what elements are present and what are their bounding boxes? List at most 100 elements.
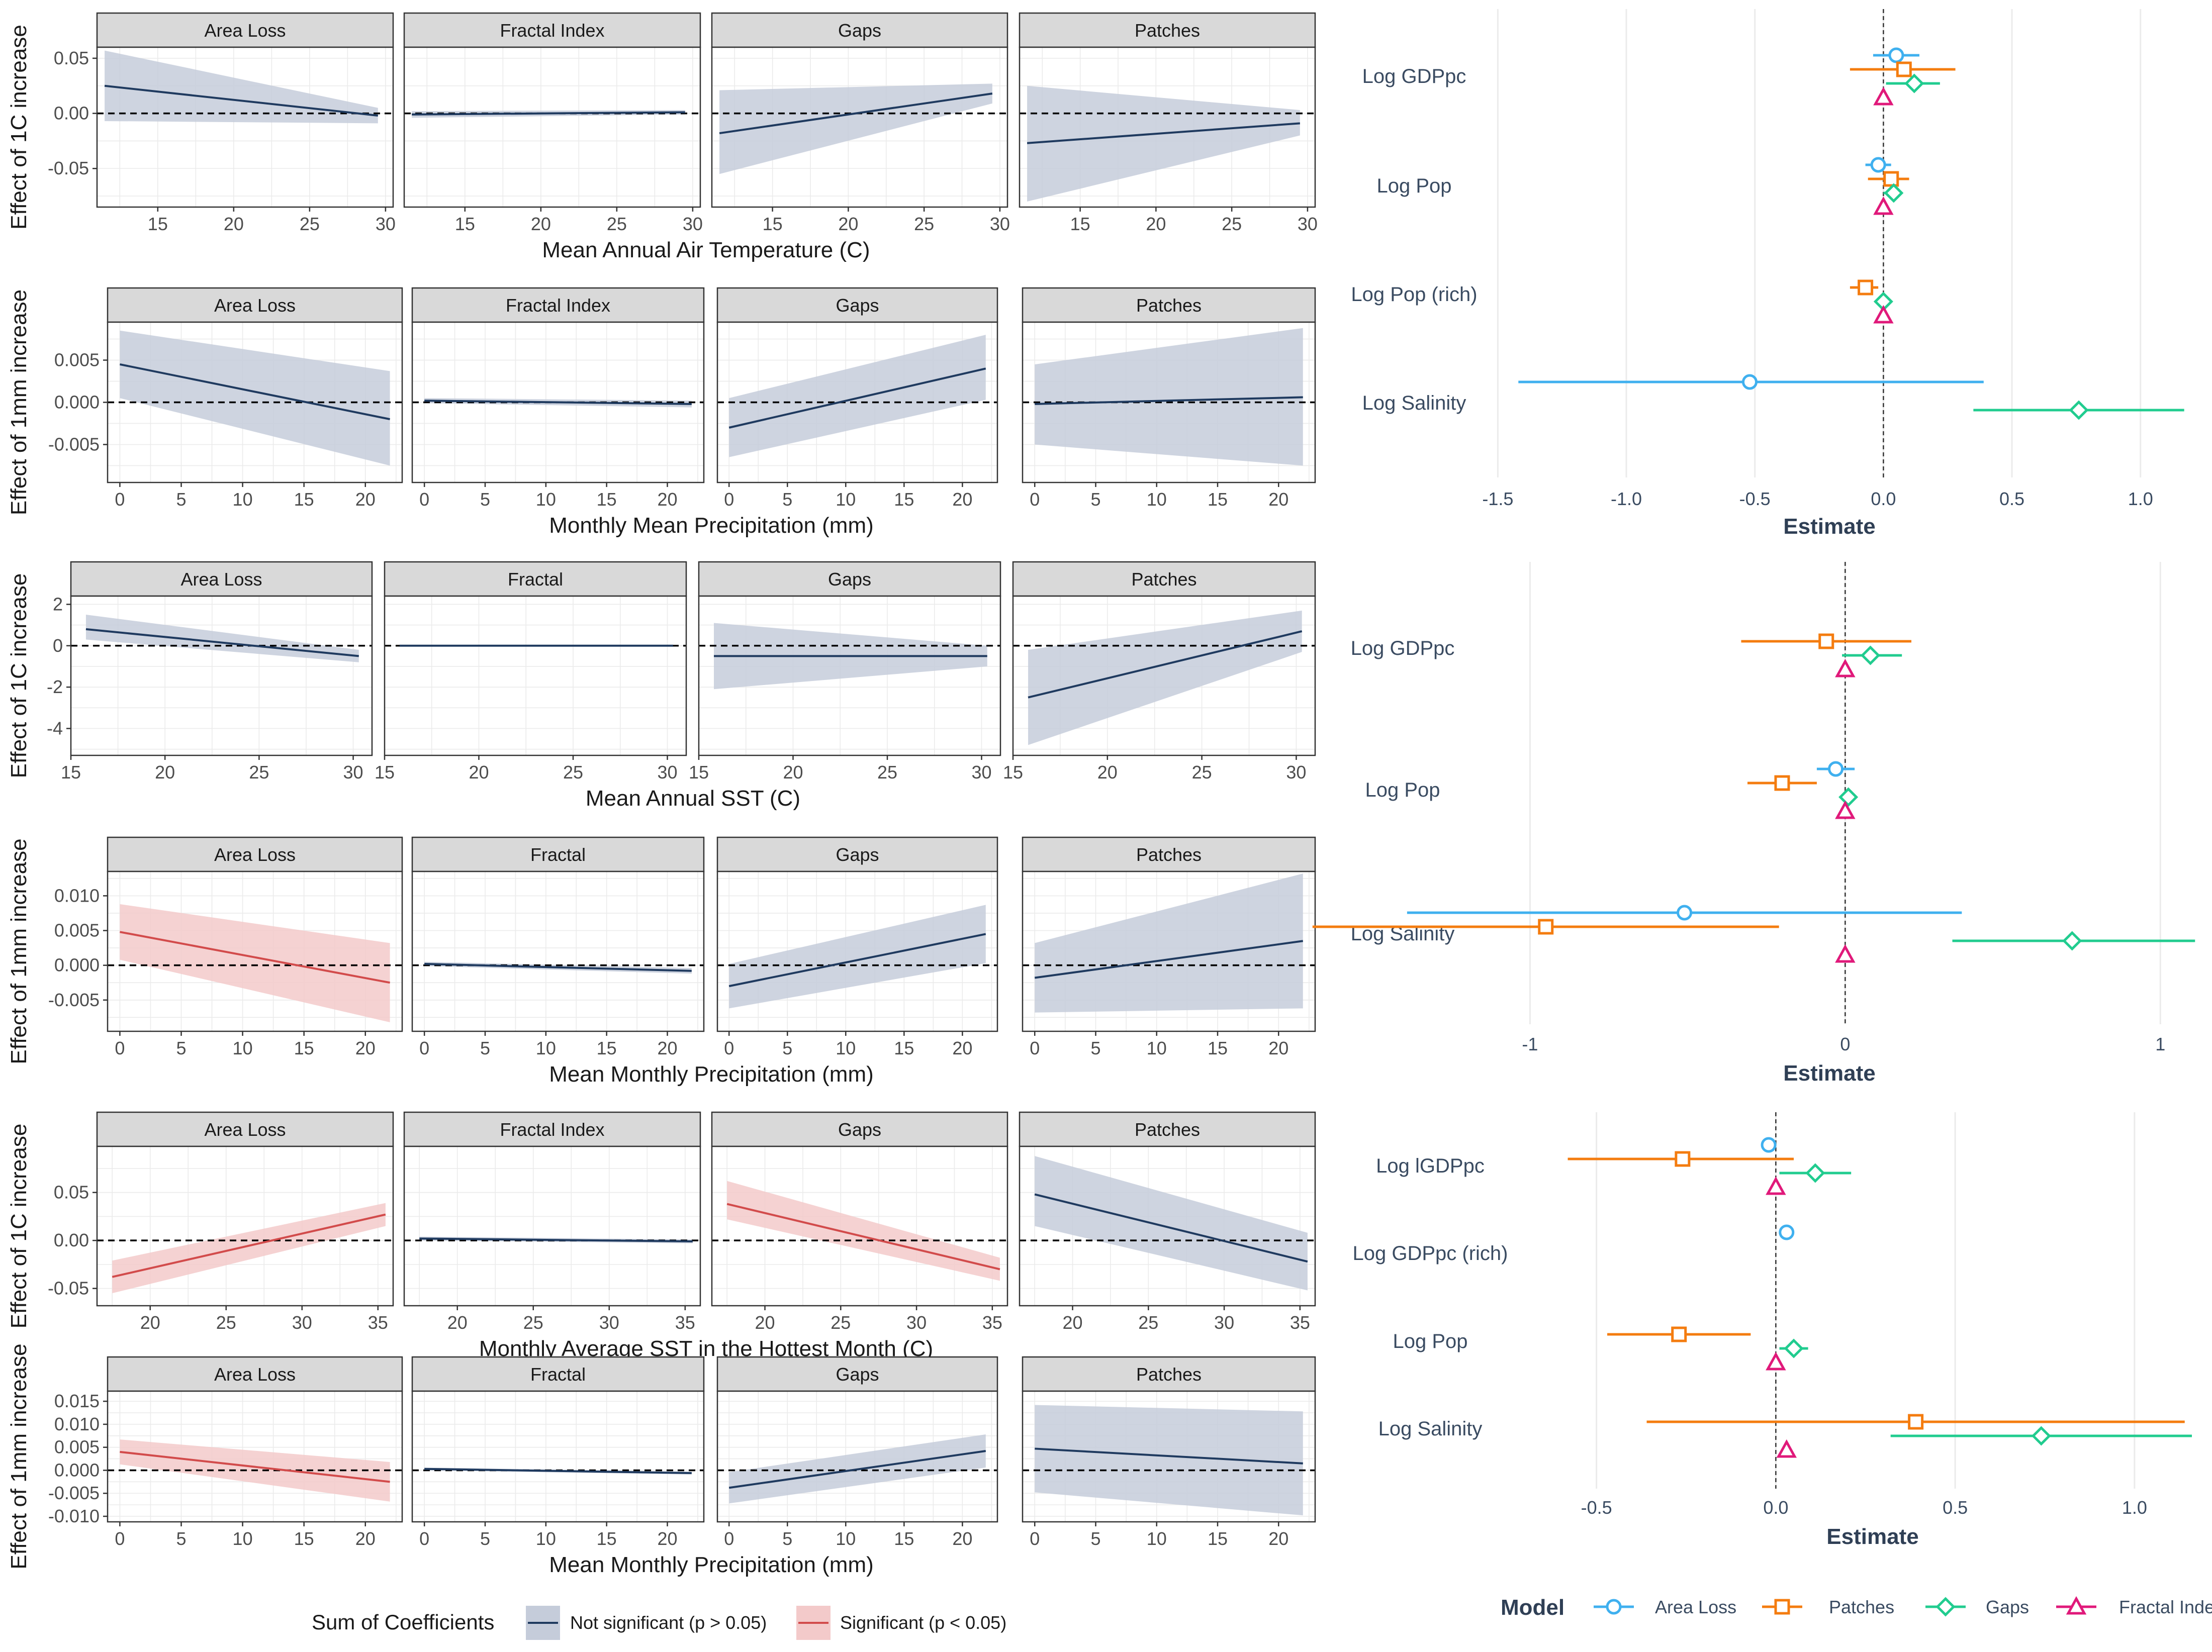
- confidence-band: [105, 50, 378, 124]
- x-tick-label: 1: [2155, 1034, 2165, 1054]
- panel-border: [107, 1390, 403, 1523]
- facet-strip: [70, 561, 373, 597]
- x-tick-label: 20: [1063, 1312, 1083, 1333]
- x-tick-label: 0: [724, 489, 734, 510]
- marker-triangle: [2066, 1596, 2087, 1615]
- facet-row-2: Area Loss 0 5 10 15 20 -0.005 0.000 0.005 Fractal…: [7, 287, 1316, 538]
- x-tick-label: 0.0: [1763, 1497, 1788, 1518]
- x-tick-label: 10: [233, 1038, 253, 1058]
- marker-triangle: [1873, 86, 1894, 106]
- coefficient-row-label: Log lGDPpc: [1376, 1155, 1485, 1177]
- fit-line: [424, 1468, 692, 1474]
- marker-diamond: [2062, 931, 2082, 951]
- x-tick-label: 20: [140, 1312, 160, 1333]
- facet-strip-label: Area Loss: [180, 569, 262, 590]
- x-tick-label: 5: [176, 1528, 186, 1549]
- facet-strip: [716, 287, 998, 323]
- x-tick-label: 5: [176, 1038, 186, 1058]
- facet-panel: Area Loss 0 5 10 15 20 -0.005 0.000 0.005 0.010: [48, 836, 403, 1058]
- x-tick-label: 0: [419, 1038, 429, 1058]
- y-axis-title: Effect of 1C increase: [7, 25, 31, 230]
- panel-border: [411, 870, 705, 1032]
- x-tick-label: 15: [1208, 1038, 1228, 1058]
- facet-panel: Gaps 0 5 10 15 20: [716, 287, 998, 510]
- facet-strip-label: Gaps: [838, 20, 881, 41]
- confidence-band: [719, 83, 992, 174]
- facet-panel: Gaps 0 5 10 15 20: [716, 1356, 998, 1549]
- x-axis-title: Estimate: [1783, 514, 1875, 539]
- x-tick-label: 20: [952, 1038, 972, 1058]
- facet-strip: [716, 1356, 998, 1392]
- panel-border: [1019, 1145, 1316, 1307]
- marker-triangle: [1766, 1351, 1786, 1371]
- facet-strip: [1019, 1111, 1316, 1147]
- panel-border: [716, 321, 998, 483]
- x-tick-label: 20: [1268, 1038, 1288, 1058]
- marker-square: [1774, 775, 1790, 791]
- x-axis-title: Mean Annual Air Temperature (C): [542, 238, 870, 262]
- x-tick-label: 30: [1286, 762, 1306, 783]
- x-tick-label: 15: [894, 489, 914, 510]
- x-tick-label: 20: [1097, 762, 1118, 783]
- facet-row-1: Area Loss 15 20 25 30 -0.05 0.00 0.05 Fractal In…: [7, 12, 1318, 262]
- facet-panel: Fractal Index 15 20 25 30: [403, 12, 703, 234]
- panel-border: [96, 1145, 394, 1307]
- coefficient-plot-3: Log lGDPpc Log GDPpc (rich) Log Pop Log Sal…: [1353, 1112, 2192, 1549]
- panel-border: [1019, 46, 1316, 208]
- marker-triangle: [1766, 1176, 1786, 1195]
- y-tick-label: 0.000: [54, 955, 100, 976]
- marker-square: [1818, 633, 1834, 649]
- coefficient-plot-1: Log GDPpc Log Pop Log Pop (rich) Log Salini…: [1351, 9, 2184, 539]
- panel-border: [716, 870, 998, 1032]
- fit-line: [120, 1450, 390, 1483]
- x-tick-label: -0.5: [1581, 1497, 1612, 1518]
- coefficient-row-label: Log GDPpc (rich): [1353, 1242, 1508, 1265]
- coefficient-row-label: Log Pop: [1365, 779, 1440, 801]
- x-axis-title: Monthly Mean Precipitation (mm): [549, 513, 874, 538]
- x-tick-label: 0: [115, 1038, 125, 1058]
- legend-label: Gaps: [1986, 1597, 2029, 1617]
- marker-circle: [1870, 157, 1886, 173]
- x-tick-label: 5: [480, 1528, 490, 1549]
- x-tick-label: 25: [563, 762, 583, 783]
- x-tick-label: 15: [1070, 214, 1090, 234]
- x-tick-label: 0: [1840, 1034, 1850, 1054]
- facet-strip: [1019, 12, 1316, 48]
- facet-strip: [403, 12, 701, 48]
- fit-line: [424, 400, 692, 405]
- facet-strip-label: Patches: [1136, 295, 1202, 316]
- facet-strip: [96, 1111, 394, 1147]
- x-tick-label: 25: [831, 1312, 851, 1333]
- x-tick-label: 20: [224, 214, 244, 234]
- facet-strip: [384, 561, 687, 597]
- marker-square: [1671, 1326, 1687, 1342]
- panel-border: [711, 46, 1008, 208]
- coefficient-row-label: Log Pop: [1376, 175, 1451, 197]
- facet-strip-label: Area Loss: [204, 1119, 286, 1140]
- facet-strip: [107, 1356, 403, 1392]
- panel-border: [96, 46, 394, 208]
- x-tick-label: 25: [1138, 1312, 1158, 1333]
- marker-square: [1858, 279, 1874, 296]
- y-tick-label: -0.05: [48, 158, 89, 178]
- x-tick-label: 30: [971, 762, 991, 783]
- confidence-band: [1035, 873, 1303, 1013]
- facet-strip: [403, 1111, 701, 1147]
- marker-square: [1883, 171, 1899, 187]
- facet-strip-label: Fractal: [508, 569, 563, 590]
- x-tick-label: 30: [292, 1312, 312, 1333]
- marker-triangle: [1873, 196, 1894, 215]
- y-tick-label: 0.000: [54, 392, 100, 413]
- x-tick-label: 0: [1030, 1528, 1040, 1549]
- facet-panel: Fractal 0 5 10 15 20: [411, 836, 705, 1058]
- facet-panel: Patches 0 5 10 15 20: [1022, 287, 1316, 510]
- facet-strip-label: Gaps: [836, 1364, 879, 1385]
- fit-line: [726, 1203, 1000, 1271]
- x-tick-label: 5: [176, 489, 186, 510]
- x-tick-label: 0.5: [1943, 1497, 1968, 1518]
- facet-row-5: Area Loss 20 25 30 35 -0.05 0.00 0.05 Fractal In…: [7, 1111, 1316, 1361]
- fit-line: [112, 1213, 386, 1278]
- fit-line: [1035, 396, 1303, 405]
- facet-panel: Area Loss 15 20 25 30 -4 -2 0 2: [47, 561, 373, 783]
- panel-background: [412, 1391, 704, 1522]
